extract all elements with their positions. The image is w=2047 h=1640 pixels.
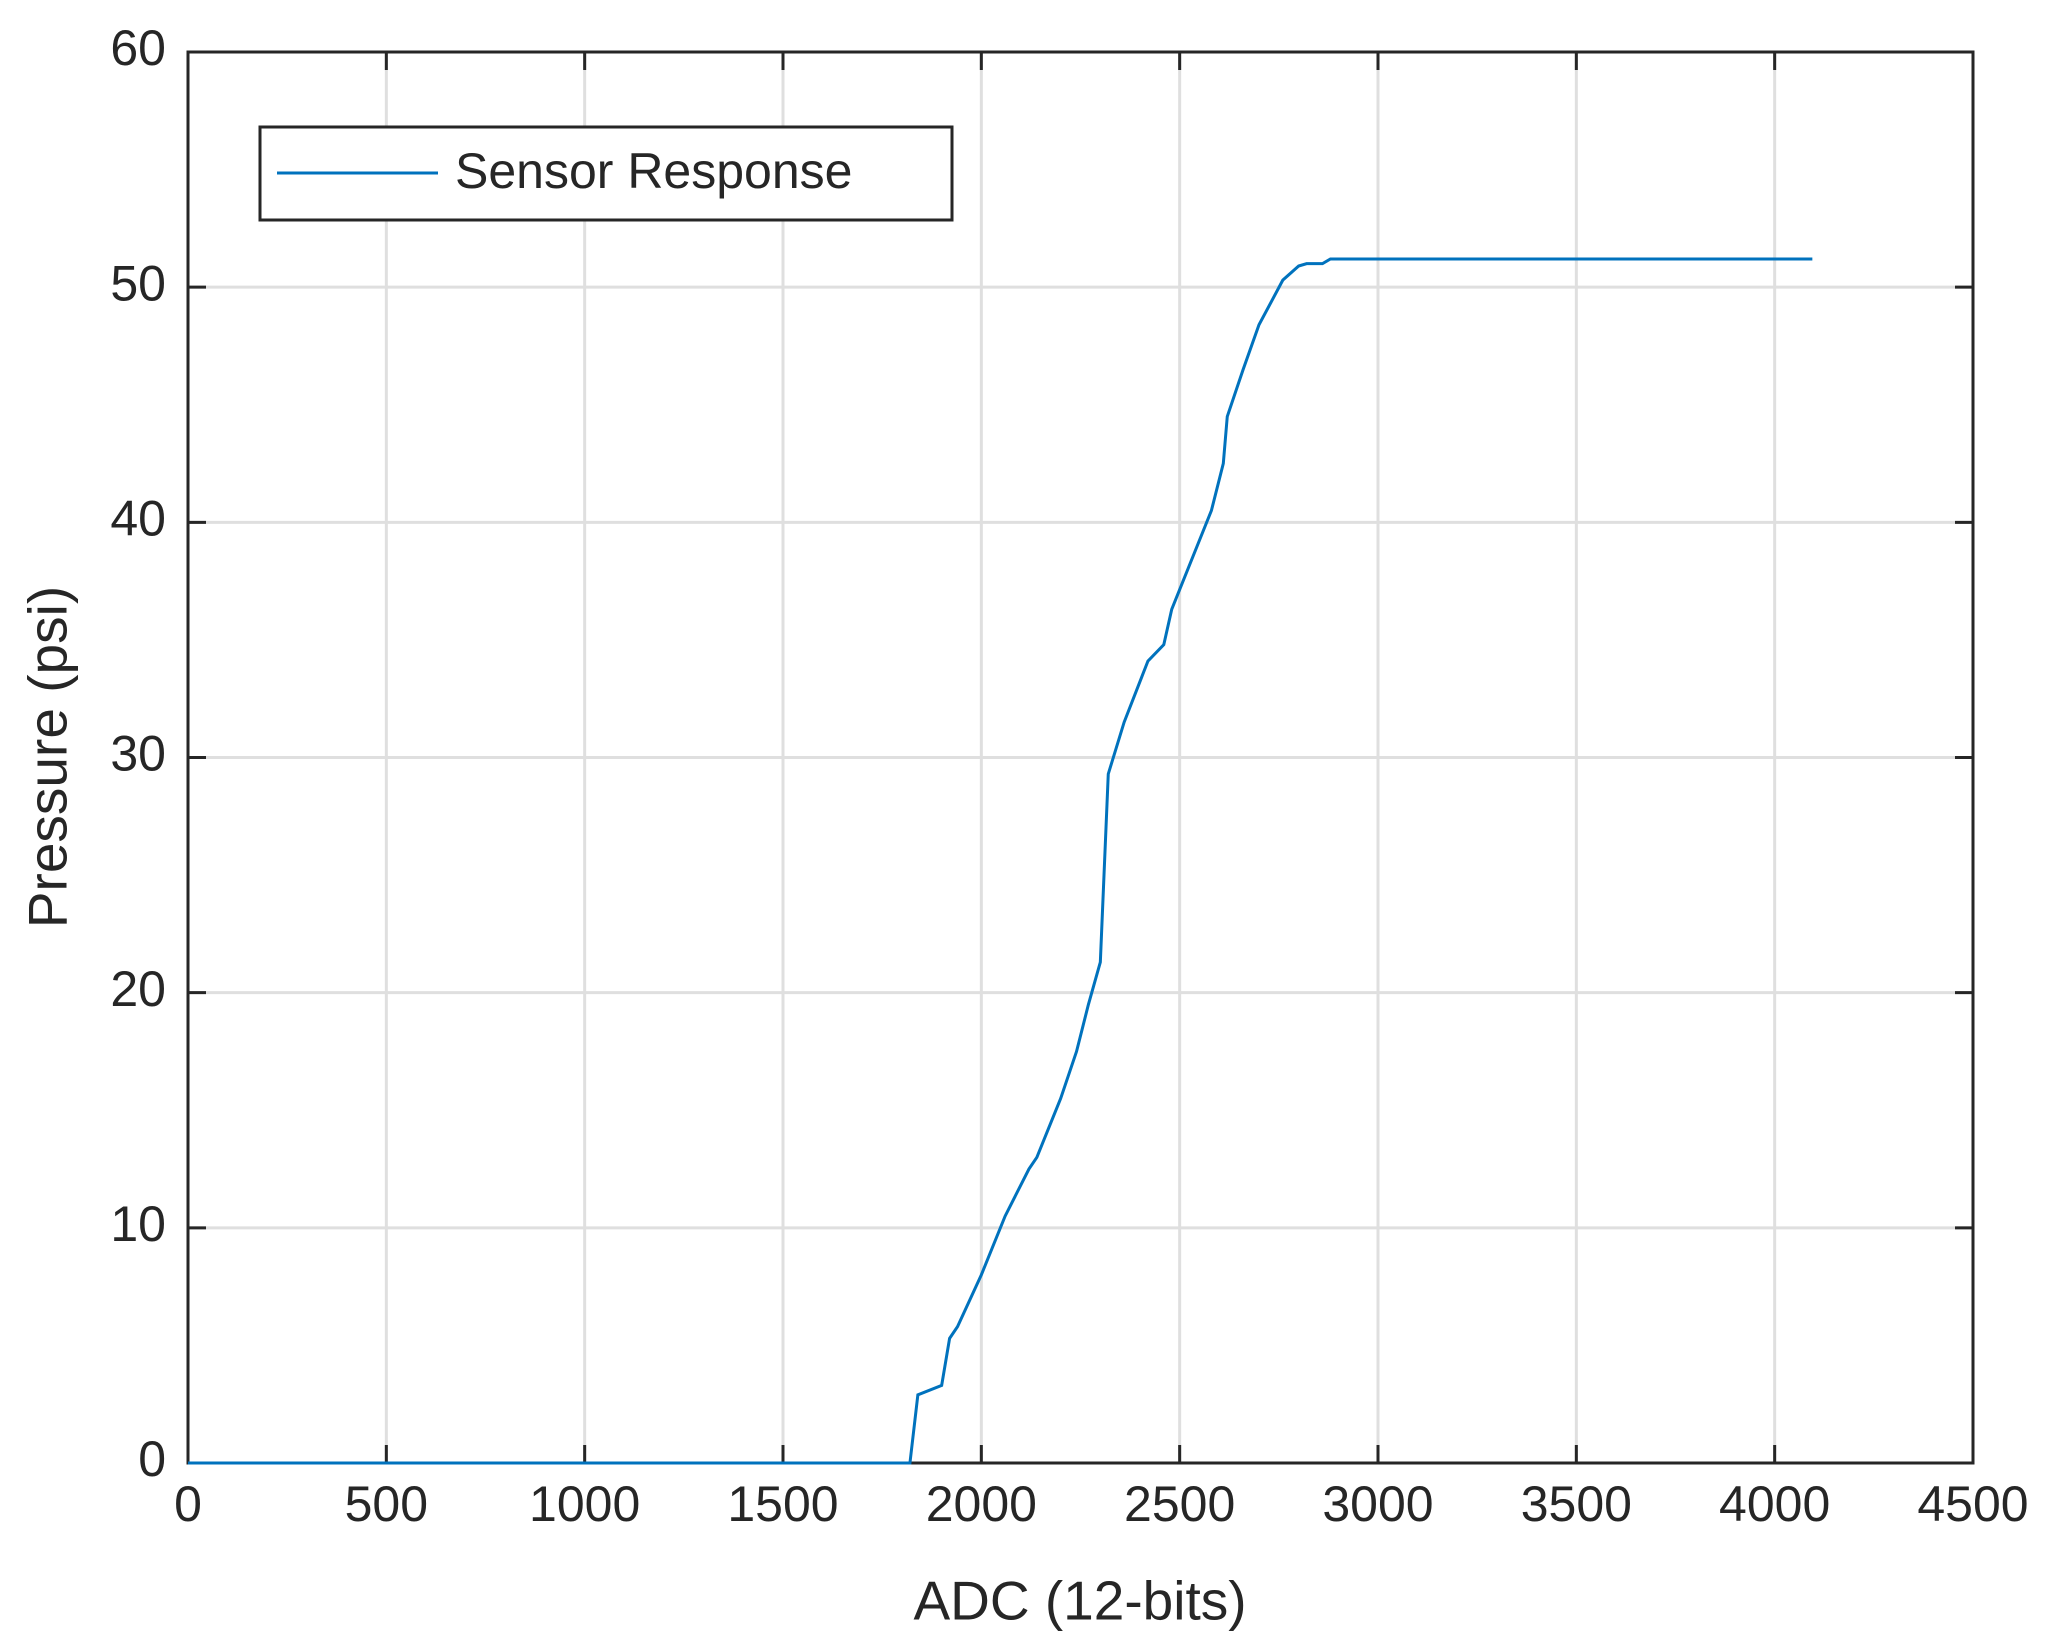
legend-label: Sensor Response	[455, 143, 852, 199]
data-line	[188, 257, 1813, 1465]
x-tick-label: 500	[345, 1476, 428, 1532]
x-tick-label: 1500	[727, 1476, 838, 1532]
x-tick-label: 1000	[529, 1476, 640, 1532]
y-tick-label: 50	[110, 255, 166, 311]
y-tick-label: 40	[110, 491, 166, 547]
x-tick-label: 3000	[1322, 1476, 1433, 1532]
x-tick-label: 2000	[926, 1476, 1037, 1532]
y-tick-label: 60	[110, 20, 166, 76]
x-tick-label: 4500	[1917, 1476, 2028, 1532]
x-tick-label: 4000	[1719, 1476, 1830, 1532]
y-tick-label: 10	[110, 1196, 166, 1252]
x-tick-label: 2500	[1124, 1476, 1235, 1532]
x-tick-label: 0	[174, 1476, 202, 1532]
axes-box	[186, 50, 1975, 1465]
x-tick-label: 3500	[1521, 1476, 1632, 1532]
y-tick-label: 20	[110, 961, 166, 1017]
x-axis-label: ADC (12-bits)	[913, 1570, 1246, 1632]
y-tick-label: 30	[110, 726, 166, 782]
y-axis-label: Pressure (psi)	[17, 586, 79, 928]
y-tick-label: 0	[138, 1431, 166, 1487]
